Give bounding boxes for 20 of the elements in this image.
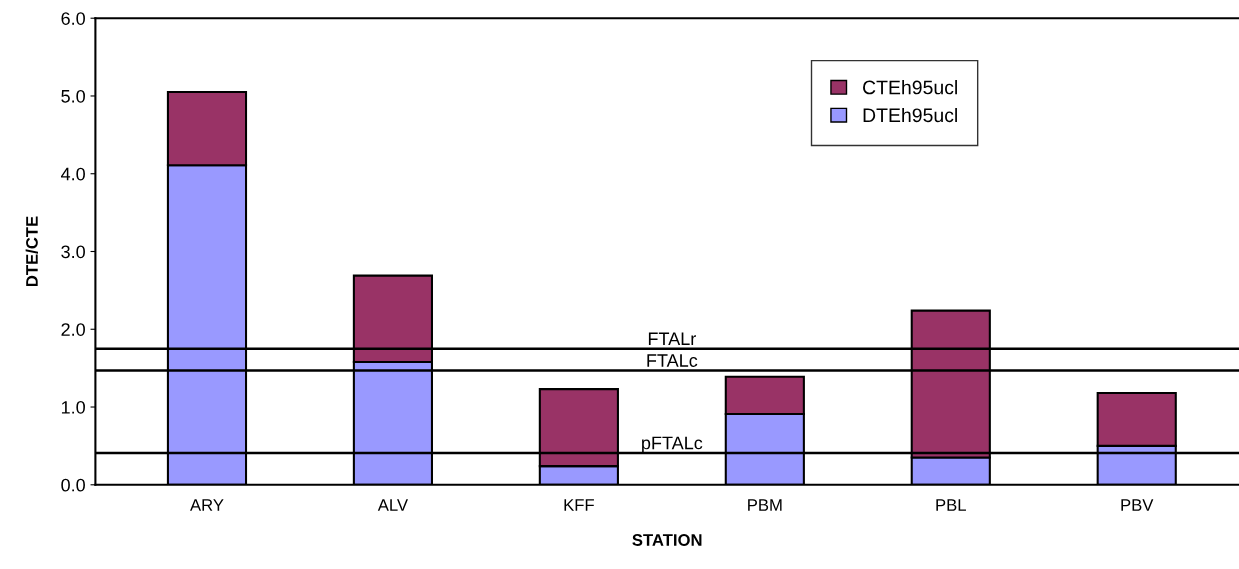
x-tick-label: ARY [190,499,224,511]
y-tick-label: 6.0 [61,12,85,25]
y-tick-label: 5.0 [61,89,85,103]
ref-line-label: FTALr [648,332,696,345]
x-tick-label: PBL [936,499,966,511]
legend-label: DTEh95ucl [863,107,957,123]
y-tick-label: 3.0 [61,245,85,259]
y-tick-label: 2.0 [61,323,85,336]
x-tick-label: PBM [748,499,782,511]
x-axis-title: STATION [632,534,702,546]
legend-label: CTEh95ucl [863,80,957,95]
y-axis-title: DTE/CTE [25,216,39,287]
x-tick-label: KFF [564,499,594,511]
x-tick-label: ALV [377,499,408,511]
ref-line-label: pFTALc [642,436,703,453]
y-tick-label: 0.0 [61,478,85,492]
y-tick-label: 4.0 [61,167,85,181]
ref-line-label: FTALc [647,354,698,367]
y-tick-label: 1.0 [61,400,85,414]
x-tick-label: PBV [1121,499,1154,511]
